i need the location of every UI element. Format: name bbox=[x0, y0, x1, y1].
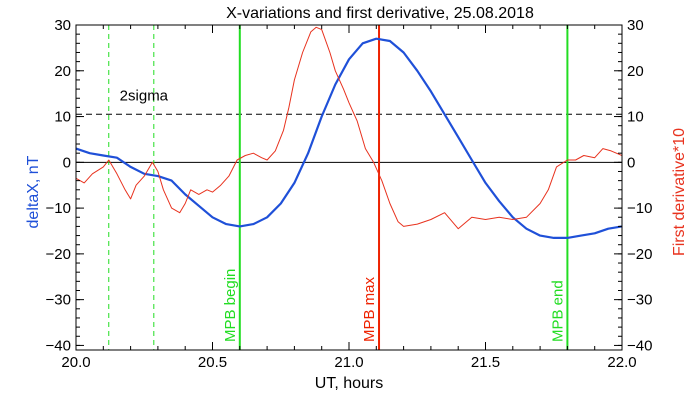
plot-area: MPB begin MPB max MPB end 2sigma 20.0 20.5 21.… bbox=[46, 17, 653, 371]
y-tick-label-right: 20 bbox=[627, 63, 644, 80]
chart-title: X-variations and first derivative, 25.08… bbox=[226, 5, 534, 22]
y-tick-label-right: 10 bbox=[627, 109, 644, 126]
y-tick-label-left: −20 bbox=[46, 246, 71, 263]
y-axis-right-label: First derivative*10 bbox=[671, 128, 688, 256]
y-tick-label-right: −10 bbox=[627, 200, 652, 217]
series-derivative-line bbox=[76, 26, 622, 230]
y-axis-left-label: deltaX, nT bbox=[25, 155, 42, 228]
mpb-max-label: MPB max bbox=[361, 276, 378, 342]
x-tick-label: 22.0 bbox=[607, 354, 636, 371]
y-tick-label-right: −20 bbox=[627, 246, 652, 263]
x-tick-label: 21.0 bbox=[334, 354, 363, 371]
x-tick-label: 20.0 bbox=[61, 354, 90, 371]
y-tick-label-right: −40 bbox=[627, 337, 652, 354]
two-sigma-label: 2sigma bbox=[120, 88, 169, 105]
y-tick-label-left: 30 bbox=[54, 17, 71, 34]
y-tick-label-left: −30 bbox=[46, 292, 71, 309]
y-tick-label-left: 20 bbox=[54, 63, 71, 80]
y-tick-label-left: −10 bbox=[46, 200, 71, 217]
y-tick-label-left: −40 bbox=[46, 337, 71, 354]
mpb-end-label: MPB end bbox=[549, 280, 566, 342]
series-deltax-line bbox=[76, 37, 622, 239]
x-tick-label: 20.5 bbox=[198, 354, 227, 371]
mpb-begin-label: MPB begin bbox=[222, 269, 239, 342]
y-tick-label-left: 0 bbox=[63, 154, 71, 171]
y-tick-label-right: 0 bbox=[627, 154, 635, 171]
y-tick-label-right: −30 bbox=[627, 292, 652, 309]
x-axis-label: UT, hours bbox=[315, 375, 383, 392]
plot-frame bbox=[75, 24, 623, 351]
y-tick-label-left: 10 bbox=[54, 109, 71, 126]
x-tick-label: 21.5 bbox=[471, 354, 500, 371]
y-tick-label-right: 30 bbox=[627, 17, 644, 34]
